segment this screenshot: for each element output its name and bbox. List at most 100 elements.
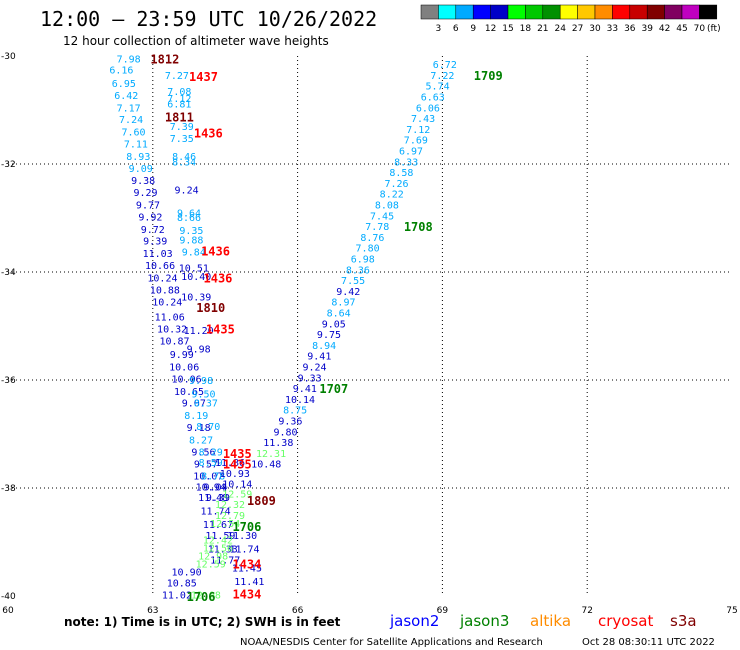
wave-height-value: 9.88: [179, 236, 203, 247]
color-scale-swatch: [455, 4, 474, 20]
wave-height-value: 12.56: [203, 543, 233, 554]
color-scale-swatch: [664, 4, 683, 20]
y-tick-label: -36: [1, 376, 16, 386]
color-scale-label: 9: [470, 24, 476, 34]
color-scale-label: 6: [453, 24, 459, 34]
satellite-name: jason3: [459, 612, 509, 630]
chart-subtitle: 12 hour collection of altimeter wave hei…: [63, 34, 329, 48]
wave-height-value: 9.38: [131, 176, 155, 187]
wave-height-value: 10.24: [152, 298, 182, 309]
satellite-name: s3a: [670, 612, 697, 630]
pass-time-label: 1436: [201, 244, 230, 258]
wave-height-value: 10.66: [145, 261, 175, 272]
wave-height-value: 10.32: [157, 325, 187, 336]
wave-height-value: 10.48: [251, 460, 281, 471]
y-tick-label: -32: [1, 160, 16, 170]
y-tick-label: -34: [1, 268, 16, 278]
color-scale-swatch: [542, 4, 561, 20]
pass-time-labels: 1812143718111436143614361810143514351435…: [150, 53, 502, 604]
wave-height-value: 9.50: [191, 390, 215, 401]
wave-height-value: 7.78: [365, 222, 389, 233]
wave-height-value: 7.22: [430, 71, 454, 82]
y-tick-label: -30: [1, 52, 16, 62]
wave-height-value: 7.12: [167, 94, 191, 105]
wave-height-value: 9.18: [187, 423, 211, 434]
axis-labels: 60 63 66 69 72 75 -30 -32 -34 -36 -38 -40: [1, 52, 738, 616]
y-tick-label: -38: [1, 484, 16, 494]
chart-title: 12:00 – 23:59 UTC 10/26/2022: [40, 7, 377, 31]
wave-height-value: 8.94: [312, 341, 336, 352]
color-scale-label: 27: [572, 24, 583, 34]
wave-height-value: 8.97: [331, 298, 355, 309]
wave-height-value: 11.02: [162, 590, 192, 601]
color-scale-label: 24: [554, 24, 566, 34]
wave-height-value: 6.16: [109, 66, 133, 77]
wave-height-value: 9.99: [170, 350, 194, 361]
wave-height-value: 9.72: [141, 225, 165, 236]
wave-height-value: 12.98: [198, 552, 228, 563]
wave-height-value: 10.90: [172, 568, 202, 579]
wave-height-value: 10.40: [181, 272, 211, 283]
wave-height-value: 6.98: [351, 255, 375, 266]
color-scale-legend: 3 6 9 12 15 18 21 24 27 30 33 36 39 42 45 70 (ft): [420, 4, 721, 34]
wave-height-value: 12.08: [191, 590, 221, 601]
color-scale-label: 21: [537, 24, 548, 34]
wave-height-value: 10.24: [147, 273, 177, 284]
wave-height-value: 11.38: [263, 438, 293, 449]
wave-height-value: 8.22: [380, 190, 404, 201]
pass-time-label: 1436: [194, 127, 223, 141]
wave-height-value: 7.24: [119, 115, 143, 126]
wave-height-value: 6.63: [421, 93, 445, 104]
x-tick-label: 63: [147, 606, 158, 616]
wave-height-value: 6.97: [399, 147, 423, 158]
wave-height-value: 9.24: [302, 363, 326, 374]
wave-height-value: 8.59: [199, 458, 223, 469]
wave-height-value: 7.17: [117, 103, 141, 114]
satellite-name: cryosat: [598, 612, 653, 630]
color-scale-swatch: [507, 4, 526, 20]
wave-height-value: 12.79: [215, 511, 245, 522]
color-scale-swatch: [699, 4, 718, 20]
pass-time-label: 1435: [223, 447, 252, 461]
pass-time-label: 1435: [223, 458, 252, 472]
wave-height-value: 11.03: [143, 249, 173, 260]
wave-height-value: 10.88: [150, 285, 180, 296]
color-scale-label: 3: [436, 24, 442, 34]
pass-time-label: 1810: [196, 301, 225, 315]
wave-height-value: 9.57: [194, 460, 218, 471]
satellite-legend: jason2 jason3 altika cryosat s3a: [389, 612, 697, 630]
wave-height-value: 11.06: [155, 312, 185, 323]
footer-credit: NOAA/NESDIS Center for Satellite Applica…: [240, 637, 543, 648]
wave-height-value: 7.39: [170, 122, 194, 133]
pass-time-label: 1436: [204, 271, 233, 285]
x-tick-label: 60: [2, 606, 14, 616]
wave-height-value: 8.78: [201, 472, 225, 483]
color-scale-unit: (ft): [707, 24, 721, 34]
x-tick-label: 75: [726, 606, 737, 616]
x-tick-label: 69: [437, 606, 449, 616]
wave-height-value: 8.29: [199, 447, 223, 458]
wave-height-value: 11.48: [198, 493, 228, 504]
wave-height-value: 11.74: [200, 507, 230, 518]
color-scale-swatch: [612, 4, 631, 20]
wave-height-value: 11.59: [205, 531, 235, 542]
wave-height-value: 5.74: [426, 82, 450, 93]
wave-height-value: 10.94: [196, 482, 226, 493]
pass-time-label: 1435: [206, 323, 235, 337]
wave-height-value: 9.41: [307, 352, 331, 363]
wave-height-value: 11.33: [208, 544, 238, 555]
wave-height-value: 10.06: [169, 363, 199, 374]
wave-height-value: 7.27: [165, 71, 189, 82]
wave-height-value: 8.36: [346, 265, 370, 276]
wave-height-value: 11.67: [203, 520, 233, 531]
footer-note: note: 1) Time is in UTC; 2) SWH is in fe…: [64, 615, 341, 629]
wave-height-value: 10.14: [285, 395, 315, 406]
wave-height-value: 9.39: [143, 237, 167, 248]
color-scale-label: 39: [641, 24, 653, 34]
color-scale-swatch: [681, 4, 700, 20]
wave-height-value: 9.84: [182, 247, 206, 258]
color-scale-swatch: [490, 4, 509, 20]
satellite-name: jason2: [389, 612, 439, 630]
pass-time-label: 1709: [474, 69, 503, 83]
color-scale-label: 33: [607, 24, 618, 34]
